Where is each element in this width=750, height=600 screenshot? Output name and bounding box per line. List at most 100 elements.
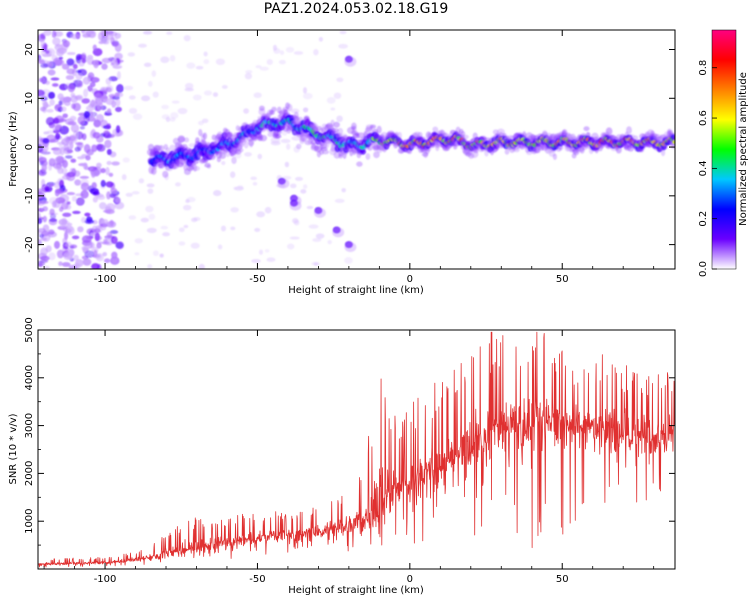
spectrogram-blob xyxy=(184,82,194,90)
spectrogram-blob xyxy=(69,115,77,122)
spectrogram-blob xyxy=(208,153,216,161)
spectrogram-blob xyxy=(166,31,173,35)
spectrogram-blob xyxy=(101,57,112,64)
spectrogram-blob xyxy=(62,212,72,217)
spectrogram-blob xyxy=(106,181,114,188)
spectrogram-blob xyxy=(56,196,65,201)
spectrogram-blob xyxy=(303,184,308,189)
spectrogram-blob xyxy=(70,123,80,133)
spectrogram-blob xyxy=(108,93,117,99)
chart-title: PAZ1.2024.053.02.18.G19 xyxy=(263,1,449,17)
spectrogram-blob xyxy=(146,183,155,188)
spectrogram-blob xyxy=(82,33,91,38)
spectrogram-blob xyxy=(170,112,179,119)
spectrogram-blob xyxy=(191,217,198,223)
spectrogram-blob xyxy=(67,83,76,93)
spectrogram-blob xyxy=(151,70,157,77)
spectrogram-blob xyxy=(131,191,140,195)
spectrogram-blob xyxy=(81,58,87,64)
spectrogram-blob xyxy=(61,63,70,70)
spectrogram-blob xyxy=(217,244,223,250)
spectrogram-blob xyxy=(243,108,250,114)
spectrogram-blob xyxy=(174,182,181,187)
spectrogram-blob xyxy=(432,126,439,133)
spectrogram-blob xyxy=(171,100,180,104)
spectrogram-blob xyxy=(38,228,46,233)
spectrogram-blob xyxy=(266,59,273,65)
spectrogram-blob xyxy=(66,253,73,259)
spectrogram-blob xyxy=(302,92,313,100)
spectrogram-blob xyxy=(103,238,108,244)
spectrogram-blob xyxy=(57,167,64,175)
spectrogram-blob xyxy=(253,92,262,99)
spectrogram-blob xyxy=(278,59,286,65)
spectrogram-blob xyxy=(504,148,510,155)
colorbar-tick-label: 0.8 xyxy=(698,60,709,76)
spectrogram-blob xyxy=(312,238,322,242)
spectrogram-blob xyxy=(255,65,262,69)
spectrogram-blob xyxy=(41,163,48,172)
spectrogram-blob xyxy=(128,95,136,100)
spectrogram-blob xyxy=(41,183,49,193)
spectrogram-blob xyxy=(58,118,67,123)
snr-series-line xyxy=(38,331,675,568)
spectrogram-blob xyxy=(103,130,111,138)
spectrogram-blob xyxy=(290,183,297,189)
spectrogram-blob xyxy=(75,141,84,146)
spectrogram-blob xyxy=(336,77,344,83)
spectrogram-blob xyxy=(75,94,84,101)
spectrogram-blob xyxy=(277,178,290,189)
spectrogram-blob xyxy=(89,81,96,88)
spectrogram-blob xyxy=(310,140,317,145)
spectrogram-blob xyxy=(116,84,124,93)
spectrogram-blob xyxy=(66,222,73,227)
spectrogram-blob xyxy=(230,226,236,231)
spectrogram-blob xyxy=(54,104,61,109)
spectrogram-blob xyxy=(178,227,185,233)
spectrogram-blob xyxy=(51,200,57,208)
spectrogram-blob xyxy=(39,233,45,239)
spectrogram-blob xyxy=(106,123,111,130)
snr-x-tick-label: -100 xyxy=(94,574,117,585)
spectrogram-blob xyxy=(158,144,165,152)
spectrogram-blob xyxy=(38,77,45,83)
spectrogram-blob xyxy=(105,97,115,106)
spectrogram-blob xyxy=(66,201,71,205)
spectrogram-blob xyxy=(186,62,196,69)
spectrogram-blob xyxy=(284,161,290,168)
snr-y-ticks: 1000 2000 3000 4000 5000 xyxy=(24,317,675,546)
spectrogram-blob xyxy=(49,208,55,216)
spectrogram-blob xyxy=(252,181,258,186)
spectrogram-blob xyxy=(285,46,295,53)
spectrogram-blob xyxy=(58,218,68,226)
spectrogram-blob xyxy=(313,207,326,218)
spectrogram-blob xyxy=(259,105,265,111)
spectrogram-x-tick-label: 50 xyxy=(556,274,569,285)
spectrogram-blob xyxy=(38,156,47,164)
spectrogram-blob xyxy=(201,118,209,124)
spectrogram-blob xyxy=(51,30,57,38)
spectrogram-blob xyxy=(192,166,201,171)
spectrogram-blob xyxy=(145,205,154,213)
spectrogram-blob xyxy=(183,137,190,143)
spectrogram-blob xyxy=(41,233,51,242)
spectrogram-blob xyxy=(83,110,91,119)
spectrogram-blob xyxy=(52,117,60,124)
spectrogram-blob xyxy=(62,97,67,104)
spectrogram-blob xyxy=(289,200,302,211)
spectrogram-blob xyxy=(66,192,76,196)
spectrogram-blob xyxy=(42,206,49,212)
spectrogram-blob xyxy=(45,80,50,85)
spectrogram-blob xyxy=(66,51,76,56)
spectrogram-blob xyxy=(177,136,186,143)
spectrogram-blob xyxy=(271,106,277,112)
snr-y-tick-label: 4000 xyxy=(24,365,35,390)
spectrogram-blob xyxy=(52,37,61,46)
spectrogram-blob xyxy=(58,56,63,60)
spectrogram-blob xyxy=(79,175,90,179)
spectrogram-blob xyxy=(160,56,170,64)
spectrogram-blob xyxy=(321,149,330,155)
spectrogram-blob xyxy=(289,236,300,240)
spectrogram-blob xyxy=(177,107,188,115)
spectrogram-blobs xyxy=(38,30,675,269)
